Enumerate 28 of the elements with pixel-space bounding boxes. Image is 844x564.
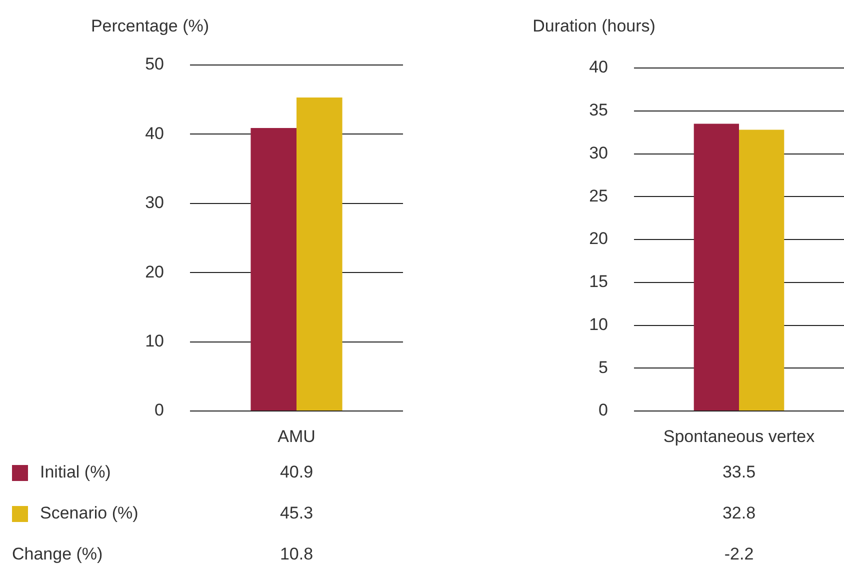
- y-tick-label: 15: [589, 272, 608, 292]
- x-tick-label: AMU: [278, 426, 316, 446]
- y-tick-label: 50: [145, 54, 164, 74]
- y-tick-label: 30: [145, 193, 164, 212]
- text: 45.3: [280, 504, 314, 523]
- y-tick-label: 5: [598, 358, 608, 377]
- y-tick-label: 25: [589, 186, 608, 206]
- x-tick-label: Spontaneous vertex: [663, 426, 816, 446]
- text: 33.5: [722, 462, 756, 482]
- y-tick-label: 30: [589, 143, 608, 162]
- y-tick-label: 20: [589, 229, 608, 248]
- legend-label: Scenario (%): [40, 504, 138, 523]
- y-axis-title: Duration (hours): [532, 16, 656, 36]
- y-tick-label: 10: [145, 331, 164, 350]
- text: 40.9: [280, 462, 314, 482]
- text: -2.2: [724, 544, 754, 564]
- text: 32.8: [722, 504, 756, 523]
- y-tick-label: 10: [589, 314, 608, 334]
- y-tick-label: 0: [598, 400, 608, 420]
- y-tick-label: 40: [145, 124, 164, 143]
- y-tick-label: 40: [589, 58, 608, 77]
- y-tick-label: 20: [145, 262, 164, 282]
- y-tick-label: 0: [154, 400, 164, 420]
- y-tick-label: 35: [589, 100, 608, 120]
- legend-label: Initial (%): [40, 462, 111, 482]
- text: Change (%): [12, 544, 103, 564]
- text: 10.8: [280, 544, 314, 564]
- y-axis-title: Percentage (%): [90, 16, 210, 36]
